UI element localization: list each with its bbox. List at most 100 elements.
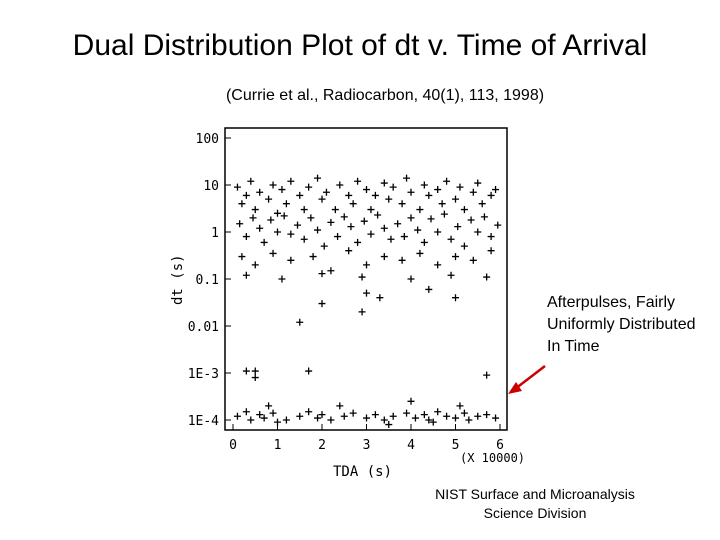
data-point bbox=[251, 374, 259, 382]
data-point bbox=[274, 228, 281, 236]
data-point bbox=[349, 409, 357, 417]
data-point bbox=[360, 217, 368, 225]
data-point bbox=[296, 412, 304, 420]
data-point bbox=[334, 233, 342, 241]
data-point bbox=[282, 416, 290, 424]
data-point bbox=[467, 216, 475, 224]
data-point bbox=[447, 235, 455, 243]
data-point bbox=[407, 188, 415, 196]
y-tick-label: 0.1 bbox=[196, 273, 219, 288]
data-point bbox=[411, 414, 419, 422]
data-point bbox=[483, 273, 491, 281]
data-point bbox=[389, 412, 397, 420]
data-point bbox=[318, 270, 326, 278]
data-point bbox=[267, 216, 275, 224]
data-point bbox=[233, 412, 241, 420]
x-axis-ticks: 0 1 2 3 4 5 6 bbox=[229, 424, 504, 453]
data-point bbox=[309, 253, 317, 261]
data-point bbox=[318, 300, 326, 308]
data-point bbox=[403, 409, 411, 417]
y-tick-label: 0.01 bbox=[188, 320, 219, 335]
data-point bbox=[305, 367, 313, 375]
data-point bbox=[427, 215, 435, 223]
data-point bbox=[385, 421, 393, 429]
data-point bbox=[480, 213, 488, 221]
annotation-line: Uniformly Distributed bbox=[547, 316, 696, 333]
data-point bbox=[425, 285, 433, 293]
data-point bbox=[260, 238, 268, 246]
data-point bbox=[287, 177, 295, 185]
y-axis-label: dt (s) bbox=[170, 254, 186, 305]
data-point bbox=[447, 271, 455, 279]
x-tick-label: 0 bbox=[229, 438, 237, 453]
annotation-line: In Time bbox=[547, 338, 600, 355]
x-axis-multiplier: (X 10000) bbox=[460, 451, 525, 465]
data-point bbox=[256, 224, 264, 232]
data-point bbox=[474, 412, 482, 420]
data-point bbox=[465, 416, 473, 424]
y-tick-label: 1E-4 bbox=[188, 414, 219, 429]
x-tick-label: 5 bbox=[452, 438, 460, 453]
y-tick-label: 10 bbox=[203, 179, 219, 194]
data-point bbox=[376, 294, 384, 302]
data-point bbox=[487, 247, 495, 255]
x-tick-label: 6 bbox=[496, 438, 504, 453]
data-point bbox=[425, 191, 433, 199]
data-point bbox=[318, 411, 326, 419]
data-point bbox=[314, 226, 322, 234]
data-point bbox=[416, 206, 424, 214]
data-point bbox=[314, 174, 322, 182]
data-point bbox=[363, 289, 370, 297]
data-point bbox=[236, 220, 244, 228]
data-point bbox=[494, 221, 502, 229]
data-point bbox=[469, 188, 477, 196]
data-point bbox=[398, 256, 406, 264]
data-point bbox=[238, 200, 246, 208]
data-point bbox=[380, 224, 388, 232]
data-point bbox=[318, 195, 326, 203]
data-point bbox=[314, 414, 322, 422]
data-point bbox=[420, 181, 428, 189]
data-point bbox=[358, 308, 366, 316]
data-point bbox=[460, 206, 468, 214]
data-point bbox=[398, 200, 406, 208]
footer-credit: NIST Surface and Microanalysis Science D… bbox=[400, 485, 670, 523]
data-point bbox=[296, 191, 304, 199]
data-point bbox=[238, 253, 246, 261]
data-point bbox=[251, 367, 259, 375]
afterpulse-annotation: Afterpulses, Fairly Uniformly Distribute… bbox=[547, 292, 720, 358]
data-point bbox=[363, 261, 370, 269]
data-point bbox=[260, 414, 268, 422]
data-point bbox=[434, 261, 442, 269]
data-point bbox=[340, 213, 348, 221]
data-point bbox=[374, 211, 382, 219]
data-point bbox=[294, 221, 302, 229]
data-point bbox=[256, 188, 264, 196]
data-point bbox=[345, 191, 353, 199]
data-point bbox=[483, 371, 491, 379]
data-point bbox=[280, 212, 288, 220]
annotation-arrow-head bbox=[508, 382, 522, 394]
data-point bbox=[327, 218, 335, 226]
data-point bbox=[487, 191, 495, 199]
data-point bbox=[456, 402, 464, 410]
data-point bbox=[363, 186, 370, 194]
y-axis-ticks: 100 10 1 0.1 0.01 1E-3 1E-4 bbox=[188, 132, 231, 429]
data-point bbox=[474, 179, 482, 187]
data-point bbox=[322, 188, 330, 196]
data-point bbox=[394, 220, 402, 228]
data-point bbox=[287, 230, 295, 238]
data-point bbox=[483, 411, 491, 419]
data-point bbox=[265, 402, 273, 410]
data-point bbox=[407, 275, 415, 283]
data-point bbox=[349, 200, 357, 208]
x-tick-label: 3 bbox=[363, 438, 371, 453]
data-point bbox=[278, 186, 286, 194]
data-point bbox=[425, 416, 433, 424]
data-point bbox=[416, 249, 424, 257]
data-point bbox=[300, 235, 308, 243]
data-point bbox=[242, 367, 250, 375]
data-point bbox=[233, 183, 241, 191]
data-point bbox=[274, 418, 281, 426]
x-tick-label: 2 bbox=[318, 438, 326, 453]
